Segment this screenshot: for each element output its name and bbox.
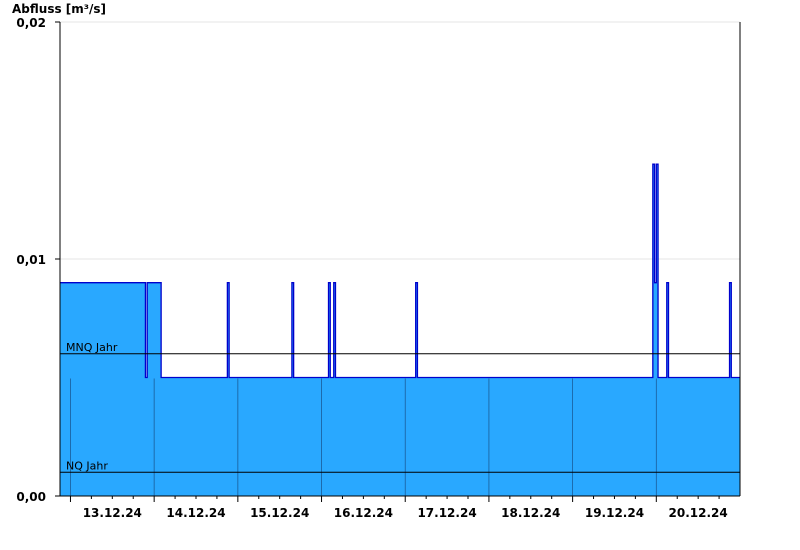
y-axis-title: Abfluss [m³/s] [12,2,106,16]
y-tick-label: 0,02 [16,16,46,30]
y-tick-label: 0,01 [16,253,46,267]
x-tick-label: 17.12.24 [417,506,476,520]
x-axis-ticks: 13.12.24 14.12.24 15.12.24 16.12.24 17.12.24… [69,496,728,520]
discharge-line [60,163,740,379]
reference-line-label: NQ Jahr [66,459,108,472]
x-tick-label: 16.12.24 [334,506,393,520]
y-tick-label: 0,00 [16,490,46,504]
reference-line-label: MNQ Jahr [66,341,118,354]
grid-lines [60,21,740,260]
reference-lines: MNQ Jahr NQ Jahr [60,341,740,473]
discharge-area [60,164,740,496]
x-tick-label: 13.12.24 [83,506,142,520]
y-axis-ticks: 0,00 0,01 0,02 [16,16,60,504]
x-tick-label: 14.12.24 [166,506,225,520]
day-separator-lines [70,378,657,496]
x-tick-label: 15.12.24 [250,506,309,520]
x-tick-label: 20.12.24 [669,506,728,520]
x-tick-label: 18.12.24 [501,506,560,520]
x-tick-label: 19.12.24 [585,506,644,520]
